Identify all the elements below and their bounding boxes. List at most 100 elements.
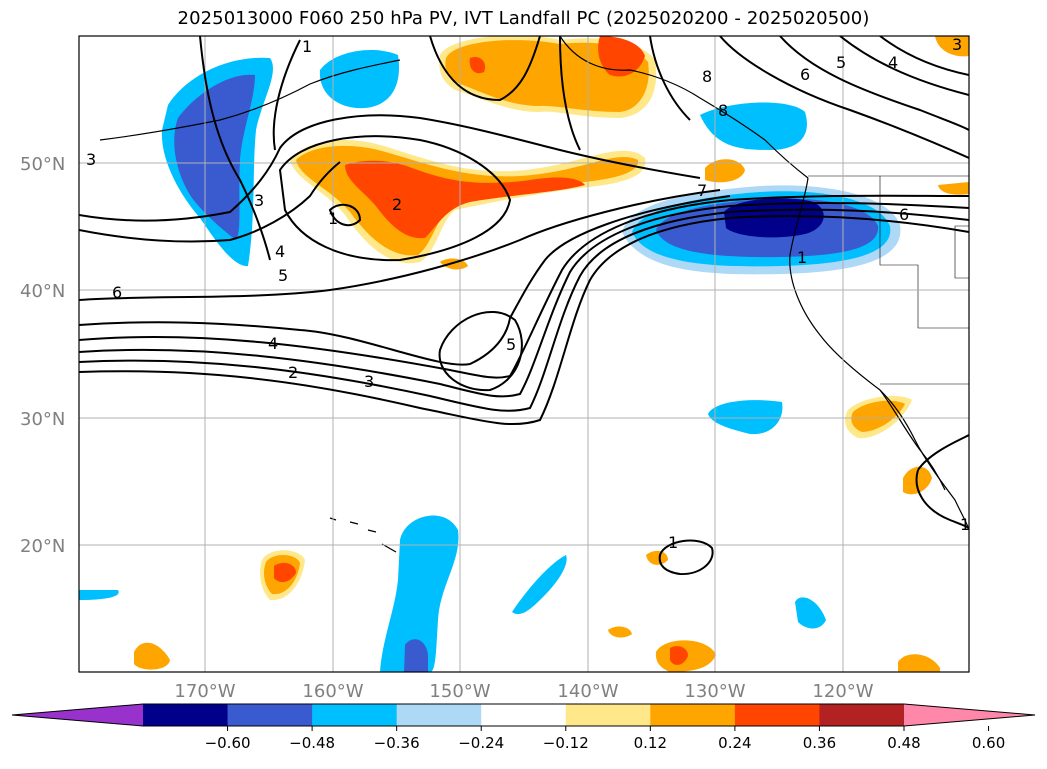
contour-label: 1 — [302, 37, 312, 56]
colorbar-segment — [819, 704, 905, 726]
contour-label: 1 — [960, 515, 970, 534]
positive-anomaly-baja-mid — [851, 400, 905, 432]
lon-label: 130°W — [684, 681, 745, 702]
contour-jet-3 — [79, 201, 969, 398]
contour-label: 5 — [506, 335, 516, 354]
contour-west-2 — [79, 161, 341, 243]
contour-ne-3 — [839, 36, 969, 96]
positive-anomaly-se-corner — [898, 654, 940, 672]
positive-anomaly-alaska-small — [469, 56, 486, 74]
colorbar-segment — [396, 704, 482, 726]
map-frame — [78, 35, 970, 673]
alaska-coast — [559, 36, 809, 179]
contour-alaska-3 — [429, 36, 541, 102]
positive-anomaly-alaska-mid — [445, 40, 649, 112]
graticule — [79, 36, 969, 672]
contour-label: 3 — [254, 191, 264, 210]
lat-label: 50°N — [20, 154, 65, 175]
positive-anomaly-alaska-strong — [598, 36, 645, 77]
state-border-2 — [954, 225, 969, 279]
lon-label: 170°W — [174, 681, 235, 702]
negative-anomaly-hawaii-core — [404, 639, 428, 672]
colorbar-extend-low — [12, 704, 143, 726]
aleutian-islands — [99, 59, 401, 141]
contour-label-group: 4 2 3 6 4 5 3 3 1 2 5 1 7 8 8 6 5 4 3 6 … — [86, 35, 970, 552]
lon-label: 120°W — [812, 681, 873, 702]
contour-label: 1 — [668, 533, 678, 552]
contour-label: 1 — [797, 248, 807, 267]
negative-anomaly-gulf-alaska — [319, 50, 400, 109]
contour-alaska-4 — [559, 36, 581, 151]
pv-contours — [79, 36, 969, 576]
lat-label: 40°N — [20, 281, 65, 302]
contour-ne-4 — [879, 36, 969, 76]
contour-jet-4 — [79, 194, 969, 379]
contour-label: 6 — [112, 283, 122, 302]
positive-anomaly-south-core — [670, 646, 688, 665]
colorbar-segment — [481, 704, 567, 726]
north-america-west-coast — [789, 177, 969, 531]
lon-label: 150°W — [429, 681, 490, 702]
contour-label: 2 — [288, 363, 298, 382]
contour-label: 4 — [275, 242, 285, 261]
pc-shading — [79, 36, 969, 672]
contour-alaska-5 — [649, 36, 691, 121]
contour-label: 5 — [836, 53, 846, 72]
negative-anomaly-w-edge — [79, 590, 119, 600]
negative-anomaly-tropic — [708, 400, 783, 435]
negative-anomaly-ne-pacific-core — [724, 198, 824, 238]
positive-anomaly-sw-core — [274, 562, 296, 583]
positive-anomaly-small-1 — [646, 550, 668, 565]
colorbar-tick-label: −0.12 — [543, 734, 589, 752]
positive-anomaly-small-2 — [608, 626, 632, 638]
contour-low-2 — [328, 203, 362, 227]
negative-anomaly-small-se — [795, 597, 826, 629]
map-title: 2025013000 F060 250 hPa PV, IVT Landfall… — [177, 8, 870, 29]
borders — [808, 175, 969, 385]
colorbar: −0.60 −0.48 −0.36 −0.24 −0.12 0.12 0.24 0.36 0.4… — [11, 703, 1036, 752]
latitude-labels: 50°N 40°N 30°N 20°N — [20, 154, 65, 557]
colorbar-tick-label: 0.36 — [803, 734, 836, 752]
colorbar-segment — [312, 704, 398, 726]
colorbar-segment — [650, 704, 736, 726]
contour-label: 1 — [328, 209, 338, 228]
colorbar-extend-high — [904, 704, 1035, 726]
baja-peninsula — [879, 389, 946, 491]
contour-label: 4 — [268, 334, 278, 353]
contour-label: 3 — [364, 372, 374, 391]
positive-anomaly-coast-right — [938, 182, 969, 195]
positive-anomaly-north-band-strong — [345, 160, 585, 239]
colorbar-tick-label: 0.60 — [972, 734, 1005, 752]
colorbar-tick-label: −0.60 — [205, 734, 251, 752]
contour-ne-2 — [779, 36, 969, 131]
lat-label: 20°N — [20, 536, 65, 557]
hawaii-islands — [329, 517, 397, 553]
positive-anomaly-sw-corner — [134, 642, 170, 670]
colorbar-tick-label: 0.12 — [634, 734, 667, 752]
contour-label: 2 — [392, 195, 402, 214]
contour-alaska-1 — [199, 36, 271, 261]
contour-label: 3 — [86, 150, 96, 169]
colorbar-segment — [734, 704, 820, 726]
positive-anomaly-ne-corner — [935, 36, 969, 57]
contour-se-2 — [915, 469, 969, 529]
colorbar-tick-label: −0.48 — [289, 734, 335, 752]
contour-low-1 — [278, 135, 512, 262]
contour-west-1 — [79, 114, 701, 222]
contour-cutoff — [438, 310, 523, 392]
contour-alaska-2 — [272, 39, 301, 151]
negative-anomaly-bc-coast — [700, 102, 807, 150]
contour-jet-5 — [79, 195, 731, 366]
colorbar-segment — [143, 704, 229, 726]
negative-anomaly-hawaii — [380, 515, 459, 672]
contour-label: 8 — [718, 101, 728, 120]
contour-ne-1 — [719, 36, 969, 159]
contour-label: 8 — [702, 67, 712, 86]
lon-label: 140°W — [557, 681, 618, 702]
contour-label: 6 — [800, 65, 810, 84]
colorbar-outline — [11, 703, 1036, 727]
contour-label: 5 — [278, 266, 288, 285]
contour-south-1 — [658, 539, 714, 576]
state-border-1 — [879, 176, 969, 329]
